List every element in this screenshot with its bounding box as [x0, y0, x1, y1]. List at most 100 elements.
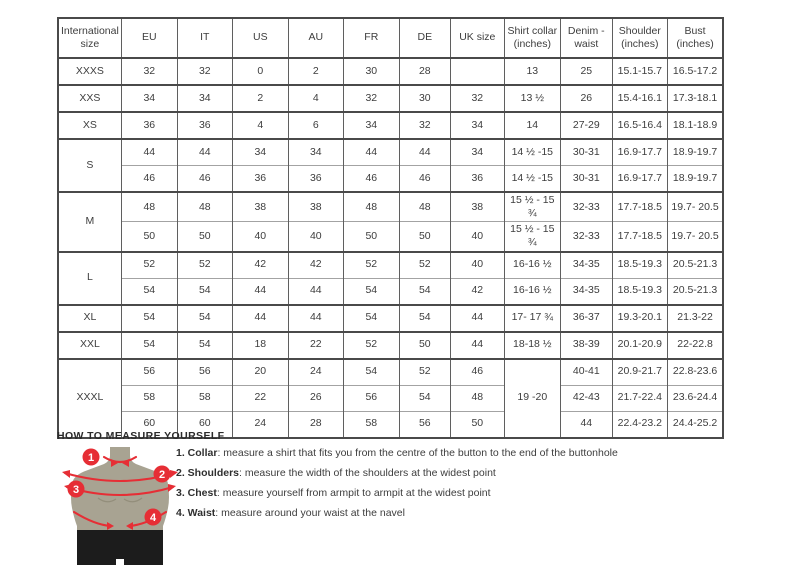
table-cell: 17.3-18.1 [666, 84, 724, 112]
table-cell: 44 [287, 303, 344, 332]
table-cell: S [57, 138, 122, 192]
table-cell: XXXL [57, 357, 122, 438]
size-table-container: International size EU IT US AU FR DE UK size Shi… [57, 17, 725, 439]
table-cell: 20.5-21.3 [666, 250, 724, 278]
table-cell: 20.5-21.3 [666, 277, 724, 305]
table-cell: 54 [120, 277, 178, 305]
marker-1-circle [82, 448, 100, 466]
table-row: XXXS 32 32 0 2 30 28 13 25 15.1-15.7 16.5-17.2 [57, 57, 724, 85]
measure-step-label: 1. Collar [176, 447, 218, 459]
marker-2-circle [153, 465, 171, 483]
table-cell: 16.9-17.7 [611, 138, 668, 166]
table-cell: 42-43 [559, 384, 613, 411]
table-cell: 54 [176, 330, 233, 359]
table-cell: 14 ½ -15 [503, 165, 561, 192]
table-cell: 44 [342, 138, 400, 166]
size-table: International size EU IT US AU FR DE UK size Shi… [57, 17, 725, 439]
table-cell: 34-35 [559, 250, 613, 278]
table-cell: 13 ½ [503, 84, 561, 112]
size-table-header: International size EU IT US AU FR DE UK size Shi… [57, 17, 724, 59]
table-cell: 48 [398, 191, 451, 222]
table-cell: 15 ½ - 15 ¾ [503, 191, 561, 222]
table-cell: XXXS [57, 57, 122, 85]
table-cell: 52 [398, 250, 451, 278]
table-cell: 50 [398, 330, 451, 359]
table-cell: 32 [342, 84, 400, 112]
table-cell: 21.7-22.4 [611, 384, 668, 411]
measure-instructions: 1. Collar: measure a shirt that fits you… [176, 447, 736, 528]
table-cell: 22-22.8 [666, 330, 724, 359]
table-cell: 0 [231, 57, 289, 85]
table-cell: 56 [398, 410, 451, 438]
table-cell: 18 [231, 330, 289, 359]
table-cell: 32-33 [559, 221, 613, 252]
column-header: AU [287, 17, 344, 59]
table-cell: 48 [120, 191, 178, 222]
table-cell: 54 [176, 303, 233, 332]
mannequin-pants [77, 530, 163, 565]
table-cell: 46 [120, 165, 178, 192]
table-cell: 34 [231, 138, 289, 166]
table-cell: L [57, 250, 122, 305]
table-cell: 42 [231, 250, 289, 278]
table-cell: 28 [287, 410, 344, 438]
table-cell: 44 [287, 277, 344, 305]
size-table-body: XXXS 32 32 0 2 30 28 13 25 15.1-15.7 16.5-17.2 XXS 3… [57, 57, 724, 438]
table-cell: 18.1-18.9 [666, 111, 724, 139]
table-cell: 13 [503, 57, 561, 85]
column-header: DE [398, 17, 451, 59]
table-cell: XS [57, 111, 122, 139]
table-cell: 40 [231, 221, 289, 252]
column-header: Shoulder (inches) [611, 17, 668, 59]
table-cell: 32-33 [559, 191, 613, 222]
table-cell: 15.4-16.1 [611, 84, 668, 112]
table-cell: 26 [559, 84, 613, 112]
table-cell: 48 [176, 191, 233, 222]
table-cell: 42 [287, 250, 344, 278]
column-header: International size [57, 17, 122, 59]
table-cell: 20.1-20.9 [611, 330, 668, 359]
table-cell: 36 [449, 165, 505, 192]
table-cell: 20 [231, 357, 289, 385]
table-cell: 34 [342, 111, 400, 139]
table-cell: 54 [398, 277, 451, 305]
table-cell: 30 [398, 84, 451, 112]
table-cell: 36-37 [559, 303, 613, 332]
table-cell: 38 [287, 191, 344, 222]
table-cell: 58 [120, 384, 178, 411]
table-cell: 54 [176, 277, 233, 305]
table-cell: 32 [176, 57, 233, 85]
table-cell: 22.4-23.2 [611, 410, 668, 438]
measure-step: 1. Collar: measure a shirt that fits you… [176, 447, 736, 460]
table-cell: XXL [57, 330, 122, 359]
table-cell: 34 [287, 138, 344, 166]
table-row: 60 60 24 28 58 56 50 44 22.4-23.2 24.4-25.2 [58, 410, 724, 438]
table-cell: 4 [231, 111, 289, 139]
table-cell: 22 [287, 330, 344, 359]
column-header: Denim - waist [559, 17, 613, 59]
table-cell: 6 [287, 111, 344, 139]
table-cell: 54 [398, 303, 451, 332]
table-cell: 34-35 [559, 277, 613, 305]
column-header: Bust (inches) [666, 17, 724, 59]
marker-4-number: 4 [150, 512, 157, 524]
table-row: M 48 48 38 38 48 48 38 15 ½ - 15 ¾ 32-33 17.7-18.5… [57, 191, 724, 252]
table-cell: 44 [120, 138, 178, 166]
table-cell: 60 [120, 410, 178, 438]
table-cell: 17.7-18.5 [611, 221, 668, 252]
table-cell: 44 [449, 303, 505, 332]
table-cell: 18.5-19.3 [611, 250, 668, 278]
table-cell: 18.9-19.7 [666, 138, 724, 166]
table-cell: 50 [449, 410, 505, 438]
table-cell: 48 [449, 384, 505, 411]
measure-step-text: : measure the width of the shoulders at … [239, 467, 496, 480]
column-header: FR [342, 17, 400, 59]
measure-step: 2. Shoulders: measure the width of the s… [176, 467, 736, 480]
table-row: XS 36 36 4 6 34 32 34 14 27-29 16.5-16.4 18.1-18.9 [57, 111, 724, 139]
table-cell: XXS [57, 84, 122, 112]
table-cell: 54 [342, 357, 400, 385]
measure-markers: 1 2 3 4 [67, 448, 171, 526]
table-cell: 36 [231, 165, 289, 192]
table-cell: 40 [449, 250, 505, 278]
table-cell: 58 [176, 384, 233, 411]
